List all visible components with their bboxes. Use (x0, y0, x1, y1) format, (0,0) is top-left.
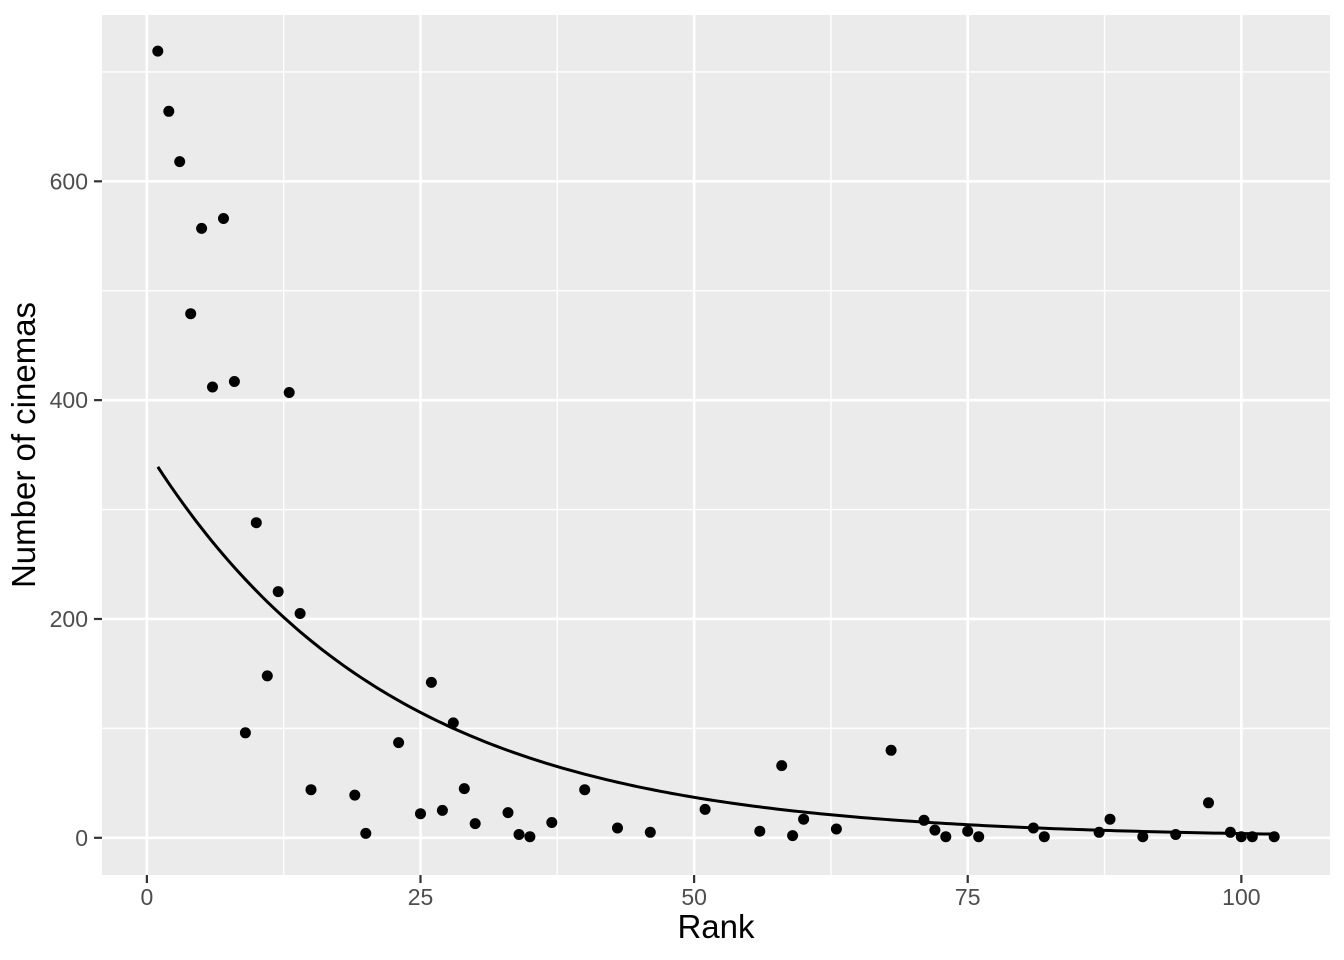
data-point (185, 308, 197, 320)
data-point (283, 387, 295, 398)
y-tick-label: 400 (50, 387, 88, 413)
x-tick-label: 75 (955, 884, 981, 910)
data-point (425, 676, 437, 688)
data-point (261, 670, 273, 682)
data-point (1235, 831, 1247, 843)
data-point (393, 737, 405, 749)
data-point (973, 831, 985, 843)
data-point (1268, 831, 1280, 843)
data-point (1170, 829, 1182, 840)
data-point (239, 727, 251, 739)
data-point (776, 760, 788, 772)
data-point (152, 45, 164, 57)
data-point (228, 376, 240, 387)
data-point (798, 813, 810, 825)
data-point (754, 825, 766, 837)
data-point (940, 831, 952, 843)
data-point (1027, 822, 1039, 834)
data-point (699, 803, 711, 815)
data-point (436, 804, 448, 816)
data-point (349, 789, 361, 801)
data-point (305, 784, 317, 796)
x-axis-title: Rank (677, 908, 755, 945)
data-point (929, 824, 941, 836)
data-point (513, 829, 525, 840)
data-point (218, 213, 229, 224)
data-point (962, 825, 974, 837)
data-point (579, 784, 591, 796)
data-point (207, 381, 218, 393)
data-point (1246, 831, 1258, 843)
data-point (360, 827, 372, 839)
data-point (469, 818, 481, 830)
data-point (524, 831, 536, 843)
plot-panel (102, 15, 1330, 875)
data-point (458, 783, 470, 795)
x-tick-label: 25 (408, 884, 434, 910)
data-point (1093, 826, 1105, 838)
data-point (1137, 831, 1149, 843)
data-point (272, 586, 284, 598)
data-point (447, 717, 459, 729)
data-point (918, 814, 930, 826)
data-point (294, 608, 306, 619)
data-point (1203, 797, 1214, 809)
data-point (546, 817, 558, 828)
data-point (644, 826, 656, 838)
data-point (415, 808, 426, 820)
y-tick-label: 600 (50, 168, 88, 194)
data-point (174, 156, 186, 168)
data-point (787, 830, 799, 842)
x-tick-label: 50 (681, 884, 707, 910)
data-point (1224, 826, 1236, 838)
y-tick-label: 0 (75, 825, 88, 851)
data-point (830, 823, 842, 835)
x-tick-label: 100 (1222, 884, 1260, 910)
y-axis-title: Number of cinemas (5, 301, 42, 589)
data-point (250, 517, 262, 529)
y-tick-label: 200 (50, 606, 88, 632)
data-point (885, 744, 897, 756)
data-point (502, 807, 514, 819)
data-point (163, 105, 175, 117)
x-tick-label: 0 (140, 884, 153, 910)
data-point (196, 222, 208, 234)
data-point (612, 822, 623, 834)
trend-curve (156, 466, 1275, 836)
data-point (1038, 831, 1050, 843)
data-point (1104, 813, 1116, 825)
